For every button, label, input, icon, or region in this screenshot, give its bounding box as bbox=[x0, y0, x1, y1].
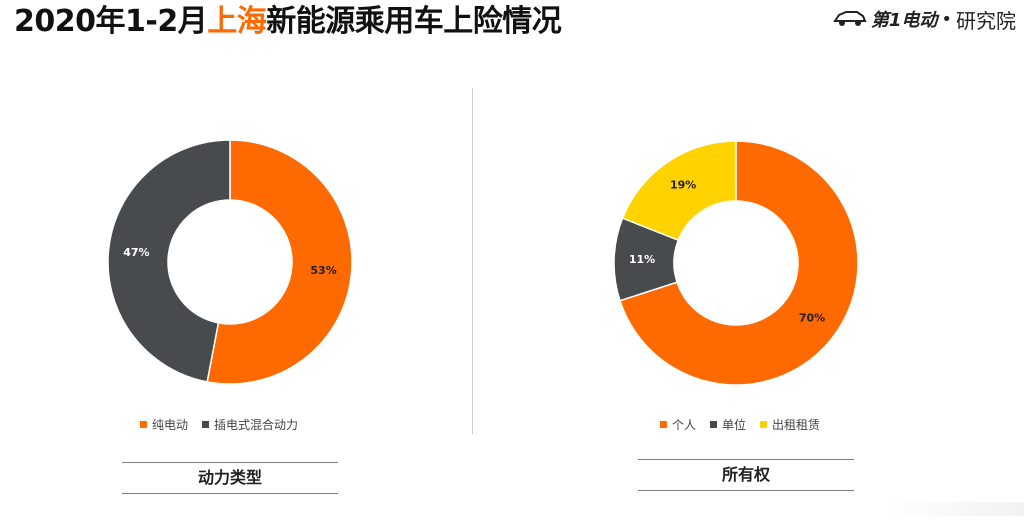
donut-chart-ownership: 70% 11% 19% bbox=[613, 140, 859, 386]
legend-swatch bbox=[202, 421, 210, 428]
legend-label: 插电式混合动力 bbox=[214, 418, 299, 432]
legend-item: 插电式混合动力 bbox=[202, 416, 298, 433]
title-prefix: 2020年1-2月 bbox=[14, 4, 208, 39]
donut-slice-2 bbox=[107, 139, 231, 383]
legend-item: 个人 bbox=[660, 416, 696, 433]
panel-divider bbox=[472, 88, 473, 434]
legend-swatch bbox=[710, 421, 718, 428]
brand-logo-text: 第1电动 bbox=[870, 10, 938, 31]
legend-swatch bbox=[140, 421, 147, 428]
title-highlight: 上海 bbox=[207, 4, 267, 39]
brand-logo: 第1电动 • 研究院 bbox=[832, 4, 1016, 34]
legend-label: 纯电动 bbox=[152, 418, 189, 432]
chart-panel-ownership: 70% 11% 19% bbox=[586, 120, 886, 520]
car-logo-icon bbox=[832, 6, 867, 32]
donut-slice-1 bbox=[206, 139, 353, 385]
donut-slice-3 bbox=[621, 140, 737, 242]
slice-label-2: 11% bbox=[629, 253, 655, 266]
legend-label: 出租租赁 bbox=[772, 418, 821, 432]
legend-power-type: 纯电动 插电式混合动力 bbox=[140, 416, 298, 433]
page-title: 2020年1-2月上海新能源乘用车上险情况 bbox=[14, 2, 562, 42]
legend-item: 出租租赁 bbox=[760, 416, 820, 433]
legend-ownership: 个人 单位 出租租赁 bbox=[660, 416, 820, 433]
title-suffix: 新能源乘用车上险情况 bbox=[266, 4, 562, 39]
caption-ownership: 所有权 bbox=[638, 459, 854, 491]
brand-separator: • bbox=[941, 8, 952, 30]
slice-label-2: 47% bbox=[123, 246, 149, 259]
slice-label-3: 19% bbox=[670, 178, 696, 191]
legend-swatch bbox=[660, 421, 667, 428]
legend-label: 个人 bbox=[672, 418, 697, 432]
slice-label-1: 53% bbox=[310, 264, 336, 277]
brand-sub: 研究院 bbox=[956, 8, 1016, 33]
chart-panel-power-type: 53% 47% bbox=[90, 120, 390, 520]
corner-fade bbox=[884, 502, 1024, 516]
slice-label-1: 70% bbox=[799, 311, 825, 324]
legend-swatch bbox=[760, 421, 768, 428]
legend-label: 单位 bbox=[722, 418, 747, 432]
legend-item: 单位 bbox=[710, 416, 746, 433]
donut-slice-1 bbox=[619, 140, 859, 386]
donut-chart-power-type: 53% 47% bbox=[107, 139, 353, 385]
legend-item: 纯电动 bbox=[140, 416, 188, 433]
caption-power-type: 动力类型 bbox=[122, 462, 338, 494]
